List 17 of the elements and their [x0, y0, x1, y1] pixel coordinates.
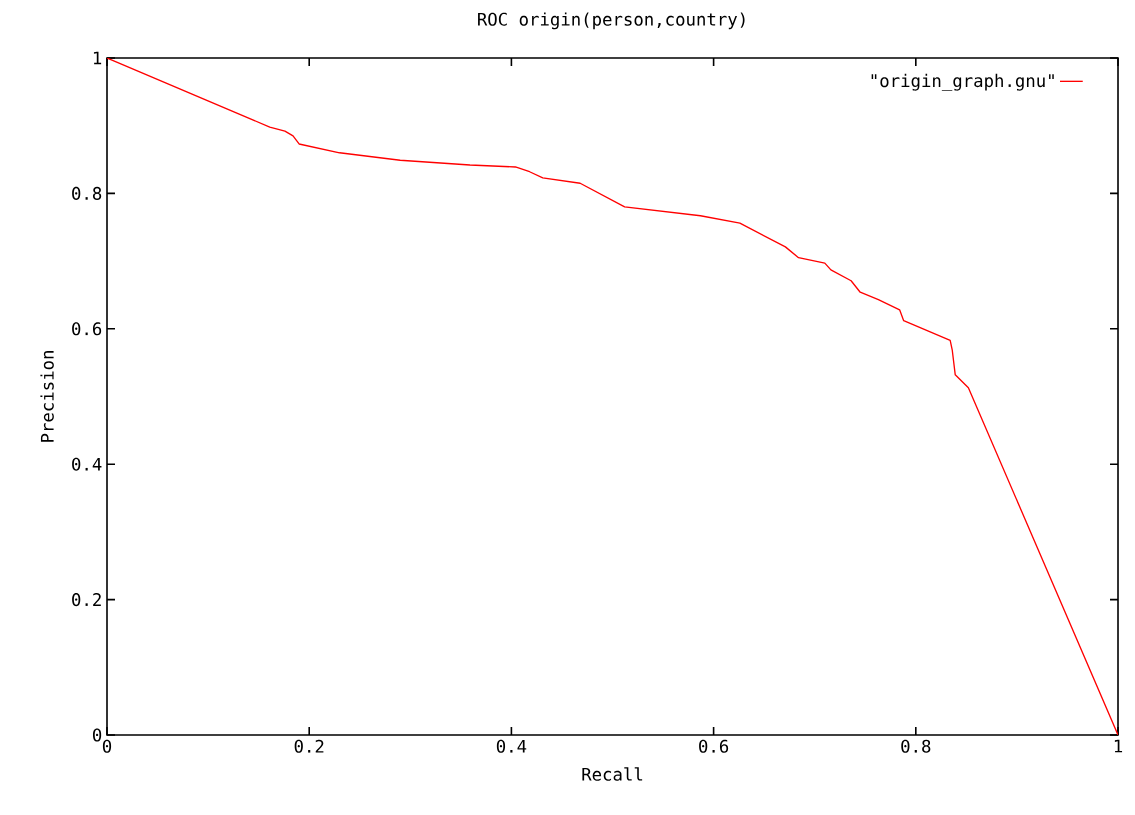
- x-tick-label: 1: [1114, 739, 1123, 753]
- x-tick-label: 0.2: [294, 739, 324, 753]
- x-tick-label: 0.8: [901, 739, 931, 753]
- y-tick-label: 0.2: [72, 593, 101, 607]
- y-tick-label: 0.4: [72, 457, 102, 471]
- x-tick-label: 0.4: [496, 739, 527, 753]
- y-tick-label: 0: [92, 728, 102, 742]
- line-series: [107, 58, 1119, 735]
- x-axis-title: Recall: [582, 767, 643, 781]
- chart-title: ROC origin(person,country): [478, 12, 745, 30]
- y-axis-title: Precision: [40, 351, 54, 442]
- x-tick-label: 0.6: [699, 739, 729, 753]
- x-tick-label: 0: [102, 739, 112, 753]
- y-tick-label: 0.6: [72, 322, 102, 336]
- y-tick-label: 0.8: [72, 186, 102, 200]
- y-tick-label: 1: [93, 51, 102, 65]
- legend-label: "origin_graph.gnu": [871, 73, 1054, 92]
